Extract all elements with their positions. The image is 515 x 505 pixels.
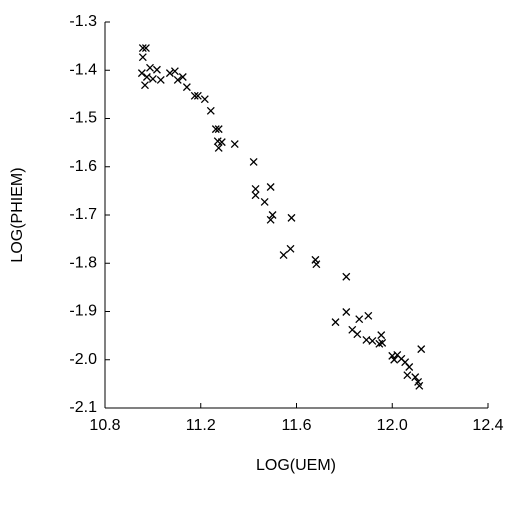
point bbox=[211, 125, 220, 134]
point bbox=[142, 73, 151, 81]
point bbox=[251, 184, 260, 193]
y-tick-label: -1.7 bbox=[69, 206, 97, 223]
point bbox=[170, 67, 179, 76]
y-tick-label: -1.9 bbox=[69, 303, 97, 320]
point bbox=[190, 91, 199, 100]
point bbox=[342, 308, 351, 316]
y-axis-label: LOG(PHIEM) bbox=[9, 167, 26, 262]
point bbox=[148, 74, 157, 83]
point bbox=[364, 311, 373, 320]
x-tick-label: 12.4 bbox=[472, 417, 503, 434]
y-tick-label: -1.8 bbox=[69, 254, 97, 271]
y-tick-label: -1.3 bbox=[69, 13, 97, 30]
point bbox=[193, 91, 202, 100]
point bbox=[230, 140, 239, 149]
point bbox=[312, 260, 321, 269]
point bbox=[279, 251, 288, 260]
point bbox=[206, 106, 215, 115]
point bbox=[249, 157, 258, 166]
y-tick-label: -2.1 bbox=[69, 399, 97, 416]
point bbox=[178, 73, 187, 81]
y-tick-label: -1.6 bbox=[69, 158, 97, 175]
x-tick-label: 10.8 bbox=[89, 417, 120, 434]
point bbox=[137, 69, 146, 78]
y-tick-label: -1.4 bbox=[69, 61, 97, 78]
point bbox=[287, 213, 296, 222]
point bbox=[138, 53, 147, 62]
point bbox=[141, 44, 150, 53]
point bbox=[390, 355, 399, 364]
point bbox=[266, 183, 275, 191]
point bbox=[217, 138, 226, 147]
point bbox=[342, 272, 351, 281]
point bbox=[355, 315, 364, 324]
point bbox=[405, 363, 414, 371]
point bbox=[165, 69, 174, 78]
y-tick-label: -1.5 bbox=[69, 110, 97, 127]
point bbox=[138, 44, 147, 53]
x-tick-label: 11.6 bbox=[282, 417, 312, 434]
point bbox=[331, 318, 340, 327]
point bbox=[417, 345, 426, 354]
point bbox=[353, 330, 362, 339]
point bbox=[260, 198, 269, 206]
point bbox=[146, 63, 154, 72]
point bbox=[173, 75, 182, 84]
point bbox=[415, 381, 424, 390]
point bbox=[378, 338, 387, 347]
point bbox=[214, 125, 223, 134]
point bbox=[377, 331, 386, 340]
point bbox=[152, 65, 161, 74]
point bbox=[411, 373, 420, 382]
point bbox=[251, 191, 260, 200]
point bbox=[403, 371, 412, 380]
point bbox=[141, 81, 149, 90]
point bbox=[266, 215, 275, 224]
point bbox=[268, 211, 277, 219]
point bbox=[156, 75, 165, 84]
x-axis-label: LOG(UEM) bbox=[256, 457, 336, 474]
point bbox=[182, 83, 191, 92]
point bbox=[214, 143, 223, 152]
x-tick-label: 11.2 bbox=[186, 417, 216, 434]
y-tick-label: -2.0 bbox=[69, 351, 97, 368]
x-tick-label: 12.0 bbox=[377, 417, 408, 434]
point bbox=[200, 95, 209, 104]
point bbox=[368, 336, 377, 345]
point bbox=[286, 244, 295, 253]
